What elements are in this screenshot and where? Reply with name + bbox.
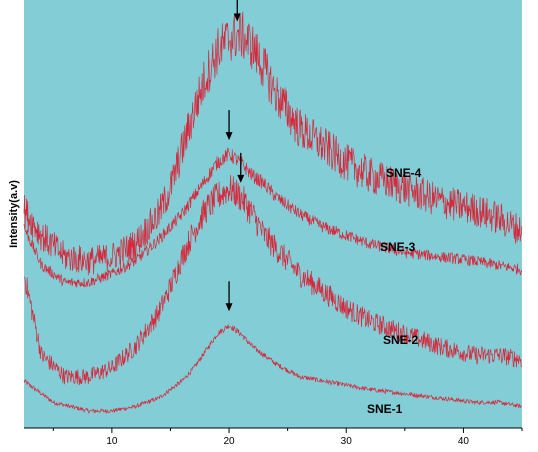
x-tick-label: 20 bbox=[223, 436, 235, 447]
peak-arrow-sne-3 bbox=[225, 110, 233, 141]
x-tick-label: 10 bbox=[106, 436, 118, 447]
peak-arrows bbox=[225, 0, 245, 312]
x-axis-ticks: 10 20 30 40 bbox=[52, 428, 523, 447]
y-axis-title: Intensity(a.v) bbox=[8, 180, 20, 248]
peak-arrow-sne-1 bbox=[225, 281, 233, 312]
x-tick-label: 30 bbox=[341, 436, 353, 447]
series-label-sne-2: SNE-2 bbox=[383, 333, 419, 347]
peak-arrow-sne-2 bbox=[237, 152, 245, 183]
series-label-sne-1: SNE-1 bbox=[367, 402, 403, 416]
series-label-sne-4: SNE-4 bbox=[386, 166, 422, 180]
series-line-sne-3 bbox=[23, 147, 523, 288]
series-line-sne-4 bbox=[23, 11, 523, 276]
series-label-sne-3: SNE-3 bbox=[380, 240, 416, 254]
series-labels: SNE-4 SNE-3 SNE-2 SNE-1 bbox=[367, 166, 422, 416]
peak-arrow-sne-4 bbox=[233, 0, 241, 22]
series-layer bbox=[23, 11, 523, 415]
series-line-sne-1 bbox=[23, 324, 522, 415]
x-tick-label: 40 bbox=[458, 436, 470, 447]
plot-background bbox=[24, 0, 522, 428]
series-line-sne-2 bbox=[23, 174, 522, 386]
